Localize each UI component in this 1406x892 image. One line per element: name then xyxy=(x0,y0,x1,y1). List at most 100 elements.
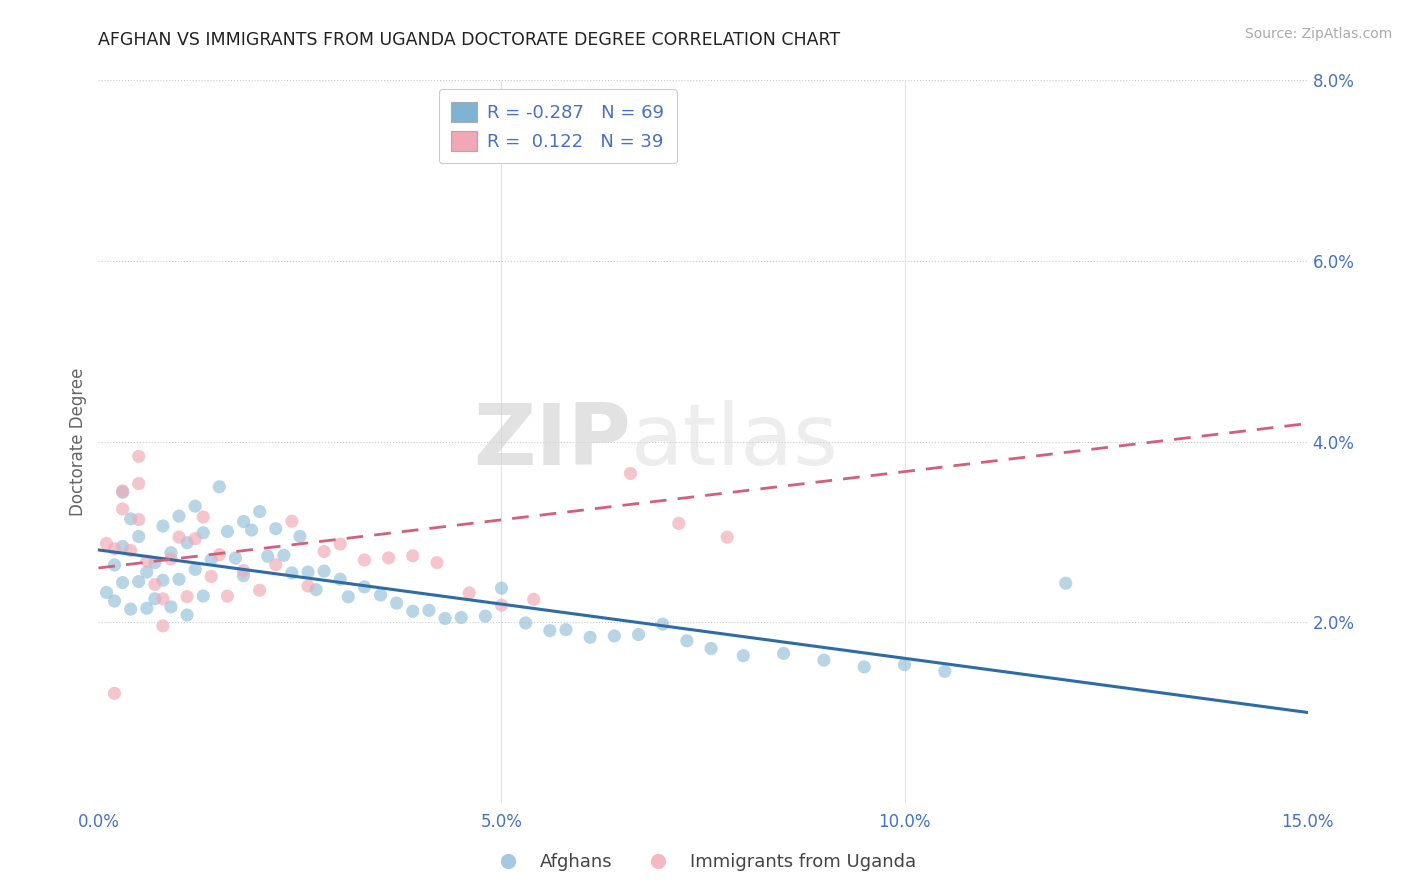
Point xyxy=(772,647,794,661)
Text: Source: ZipAtlas.com: Source: ZipAtlas.com xyxy=(1244,27,1392,41)
Point xyxy=(135,601,157,615)
Point xyxy=(224,551,246,566)
Text: atlas: atlas xyxy=(630,400,838,483)
Point xyxy=(571,136,593,151)
Legend: R = -0.287   N = 69, R =  0.122   N = 39: R = -0.287 N = 69, R = 0.122 N = 39 xyxy=(439,89,678,163)
Point xyxy=(120,512,142,526)
Point xyxy=(143,591,166,606)
Point xyxy=(716,530,738,544)
Point xyxy=(256,549,278,564)
Point xyxy=(103,594,125,608)
Point xyxy=(418,603,440,617)
Point xyxy=(385,596,408,610)
Point xyxy=(167,572,190,586)
Point xyxy=(208,548,231,562)
Point xyxy=(120,543,142,558)
Point xyxy=(305,582,328,597)
Text: AFGHAN VS IMMIGRANTS FROM UGANDA DOCTORATE DEGREE CORRELATION CHART: AFGHAN VS IMMIGRANTS FROM UGANDA DOCTORA… xyxy=(98,31,841,49)
Point xyxy=(555,623,578,637)
Point xyxy=(111,540,134,554)
Point xyxy=(128,529,150,543)
Point xyxy=(491,598,513,612)
Point xyxy=(288,529,311,543)
Point xyxy=(232,515,254,529)
Point xyxy=(167,509,190,524)
Point xyxy=(249,504,271,518)
Point xyxy=(111,485,134,500)
Point xyxy=(491,581,513,595)
Point xyxy=(152,574,174,588)
Point xyxy=(733,648,755,663)
Point xyxy=(217,589,239,603)
Point xyxy=(160,546,183,560)
Legend: Afghans, Immigrants from Uganda: Afghans, Immigrants from Uganda xyxy=(482,847,924,879)
Point xyxy=(160,552,183,566)
Point xyxy=(193,510,215,524)
Point xyxy=(143,556,166,570)
Point xyxy=(853,660,876,674)
Point xyxy=(103,541,125,556)
Point xyxy=(184,499,207,513)
Point xyxy=(603,629,626,643)
Point xyxy=(676,633,699,648)
Point xyxy=(402,604,425,618)
Point xyxy=(651,617,673,632)
Point xyxy=(176,535,198,549)
Point xyxy=(619,467,641,481)
Point xyxy=(152,519,174,533)
Point xyxy=(329,572,352,586)
Point xyxy=(176,590,198,604)
Point xyxy=(273,549,295,563)
Point xyxy=(353,580,375,594)
Point xyxy=(128,450,150,464)
Point xyxy=(200,552,222,566)
Point xyxy=(329,537,352,551)
Point xyxy=(120,602,142,616)
Point xyxy=(337,590,360,604)
Point xyxy=(538,624,561,638)
Point xyxy=(152,591,174,606)
Point xyxy=(249,583,271,598)
Point xyxy=(458,586,481,600)
Point xyxy=(627,627,650,641)
Point xyxy=(135,554,157,568)
Point xyxy=(370,588,392,602)
Point xyxy=(281,514,304,528)
Point xyxy=(434,611,457,625)
Text: ZIP: ZIP xyxy=(472,400,630,483)
Point xyxy=(240,523,263,537)
Point xyxy=(103,686,125,700)
Point xyxy=(426,556,449,570)
Point xyxy=(813,653,835,667)
Point xyxy=(893,657,915,672)
Point xyxy=(96,536,118,550)
Point xyxy=(128,476,150,491)
Point xyxy=(152,619,174,633)
Point xyxy=(700,641,723,656)
Y-axis label: Doctorate Degree: Doctorate Degree xyxy=(69,368,87,516)
Point xyxy=(474,609,496,624)
Point xyxy=(143,577,166,591)
Point xyxy=(515,615,537,630)
Point xyxy=(111,502,134,516)
Point xyxy=(176,607,198,622)
Point xyxy=(135,565,157,579)
Point xyxy=(111,483,134,498)
Point xyxy=(193,589,215,603)
Point xyxy=(232,568,254,582)
Point xyxy=(111,575,134,590)
Point xyxy=(934,665,956,679)
Point xyxy=(193,525,215,540)
Point xyxy=(668,516,690,531)
Point xyxy=(353,553,375,567)
Point xyxy=(523,592,546,607)
Point xyxy=(1054,576,1077,591)
Point xyxy=(200,569,222,583)
Point xyxy=(264,558,287,572)
Point xyxy=(103,558,125,572)
Point xyxy=(167,530,190,544)
Point xyxy=(232,564,254,578)
Point xyxy=(264,522,287,536)
Point xyxy=(96,585,118,599)
Point xyxy=(160,599,183,614)
